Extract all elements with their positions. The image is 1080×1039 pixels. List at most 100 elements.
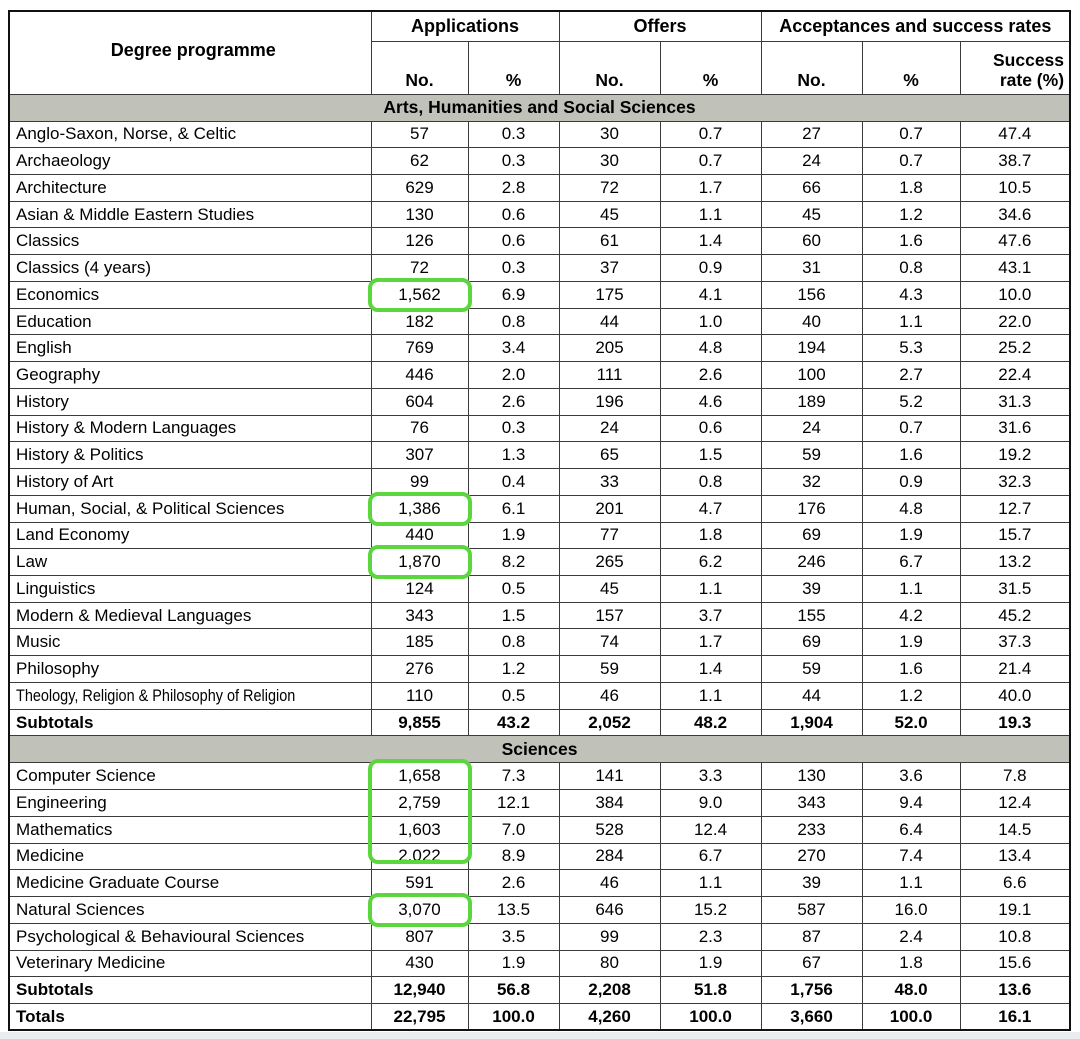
app-no-cell: 1,870 xyxy=(370,548,469,576)
degree-label: Geography xyxy=(16,364,101,384)
acc-pct-cell: 0.7 xyxy=(861,147,961,175)
success-rate-cell: 10.8 xyxy=(959,922,1071,951)
offers-pct-cell: 0.9 xyxy=(659,254,762,282)
table-row: Anglo-Saxon, Norse, & Celtic 57 0.3 30 0.7 27… xyxy=(8,120,1071,149)
admissions-table: Degree programme Applications Offers Accept… xyxy=(8,10,1072,1032)
offers-no-cell: 72 xyxy=(558,173,661,202)
app-no-cell: 57 xyxy=(370,120,469,149)
offers-pct-cell: 1.0 xyxy=(659,307,762,336)
offers-no-cell: 24 xyxy=(558,414,661,443)
app-no-cell: 3,070 xyxy=(370,896,469,924)
sub-header-cell: No. xyxy=(370,40,469,95)
offers-no-cell: 99 xyxy=(558,922,661,951)
offers-pct-cell: 12.4 xyxy=(659,815,762,844)
degree-label: Classics (4 years) xyxy=(16,258,152,278)
app-pct-cell: 100.0 xyxy=(467,1003,560,1031)
offers-no-cell: 44 xyxy=(558,307,661,336)
acc-no-cell: 39 xyxy=(760,869,863,898)
acc-pct-cell: 5.2 xyxy=(861,387,961,416)
offers-no-cell: 175 xyxy=(558,280,661,309)
table-row: Economics 1,562 6.9 175 4.1 156 4.3 10.0 xyxy=(8,280,1071,309)
totals-label: Totals xyxy=(8,1003,372,1031)
degree-label: Computer Science xyxy=(16,766,156,786)
sub-header-cell: No. xyxy=(760,40,863,95)
degree-cell: Natural Sciences xyxy=(8,896,372,924)
offers-no-cell: 74 xyxy=(558,628,661,657)
app-pct-cell: 12.1 xyxy=(467,789,560,817)
app-pct-cell: 3.5 xyxy=(467,922,560,951)
degree-cell: Archaeology xyxy=(8,147,372,175)
degree-label: Psychological & Behavioural Sciences xyxy=(16,926,305,946)
table-row: Classics (4 years) 72 0.3 37 0.9 31 0.8 43.1 xyxy=(8,254,1071,282)
acc-no-cell: 32 xyxy=(760,468,863,496)
app-no-cell: 110 xyxy=(370,681,469,710)
app-pct-cell: 13.5 xyxy=(467,896,560,924)
offers-no-cell: 4,260 xyxy=(558,1003,661,1031)
table-row: Mathematics 1,603 7.0 528 12.4 233 6.4 14.5 xyxy=(8,815,1071,844)
offers-no-cell: 46 xyxy=(558,869,661,898)
acc-no-cell: 59 xyxy=(760,655,863,683)
sub-header-cell: Success rate (%) xyxy=(959,40,1071,95)
table-row: Veterinary Medicine 430 1.9 80 1.9 67 1.8 15.6 xyxy=(8,949,1071,978)
acc-no-cell: 69 xyxy=(760,628,863,657)
acc-no-cell: 69 xyxy=(760,521,863,550)
acc-pct-cell: 1.6 xyxy=(861,655,961,683)
app-pct-cell: 6.1 xyxy=(467,494,560,523)
success-rate-cell: 13.2 xyxy=(959,548,1071,576)
offers-no-cell: 196 xyxy=(558,387,661,416)
acc-no-cell: 1,904 xyxy=(760,708,863,737)
degree-label: History of Art xyxy=(16,471,114,491)
offers-pct-cell: 0.7 xyxy=(659,147,762,175)
degree-cell: Medicine xyxy=(8,842,372,871)
degree-label: Medicine xyxy=(16,846,85,866)
header-group-row: Degree programme Applications Offers Accept… xyxy=(8,10,1071,95)
degree-label: Modern & Medieval Languages xyxy=(16,605,252,625)
sub-header-cell: No. xyxy=(558,40,661,95)
success-rate-cell: 47.4 xyxy=(959,120,1071,149)
offers-no-cell: 205 xyxy=(558,334,661,363)
degree-cell: English xyxy=(8,334,372,363)
success-rate-cell: 12.4 xyxy=(959,789,1071,817)
app-no-cell: 126 xyxy=(370,227,469,256)
offers-pct-cell: 1.5 xyxy=(659,441,762,470)
app-no-cell: 182 xyxy=(370,307,469,336)
acc-no-cell: 59 xyxy=(760,441,863,470)
app-pct-cell: 1.3 xyxy=(467,441,560,470)
offers-pct-cell: 4.1 xyxy=(659,280,762,309)
offers-no-cell: 30 xyxy=(558,147,661,175)
app-no-cell: 807 xyxy=(370,922,469,951)
offers-pct-cell: 48.2 xyxy=(659,708,762,737)
degree-label: Linguistics xyxy=(16,578,96,598)
app-no-cell: 2,759 xyxy=(370,789,469,817)
app-pct-cell: 0.5 xyxy=(467,574,560,603)
offers-pct-cell: 1.1 xyxy=(659,681,762,710)
app-no-cell: 130 xyxy=(370,200,469,229)
degree-label: Classics xyxy=(16,231,80,251)
acc-no-cell: 189 xyxy=(760,387,863,416)
offers-pct-cell: 3.7 xyxy=(659,601,762,630)
degree-label: Mathematics xyxy=(16,819,113,839)
offers-pct-cell: 4.7 xyxy=(659,494,762,523)
success-rate-cell: 32.3 xyxy=(959,468,1071,496)
acc-pct-cell: 4.8 xyxy=(861,494,961,523)
sub-header-cell: % xyxy=(467,40,560,95)
degree-cell: Music xyxy=(8,628,372,657)
degree-cell: Engineering xyxy=(8,789,372,817)
acc-pct-cell: 1.1 xyxy=(861,307,961,336)
group-header-applications: Applications xyxy=(370,10,560,42)
app-no-cell: 769 xyxy=(370,334,469,363)
app-no-cell: 276 xyxy=(370,655,469,683)
offers-no-cell: 37 xyxy=(558,254,661,282)
degree-cell: History of Art xyxy=(8,468,372,496)
degree-label: Anglo-Saxon, Norse, & Celtic xyxy=(16,124,237,144)
sub-header-cell: % xyxy=(861,40,961,95)
app-pct-cell: 6.9 xyxy=(467,280,560,309)
success-rate-cell: 15.7 xyxy=(959,521,1071,550)
acc-no-cell: 1,756 xyxy=(760,976,863,1004)
offers-no-cell: 65 xyxy=(558,441,661,470)
acc-no-cell: 27 xyxy=(760,120,863,149)
acc-pct-cell: 0.8 xyxy=(861,254,961,282)
app-pct-cell: 1.9 xyxy=(467,949,560,978)
offers-pct-cell: 9.0 xyxy=(659,789,762,817)
offers-no-cell: 284 xyxy=(558,842,661,871)
